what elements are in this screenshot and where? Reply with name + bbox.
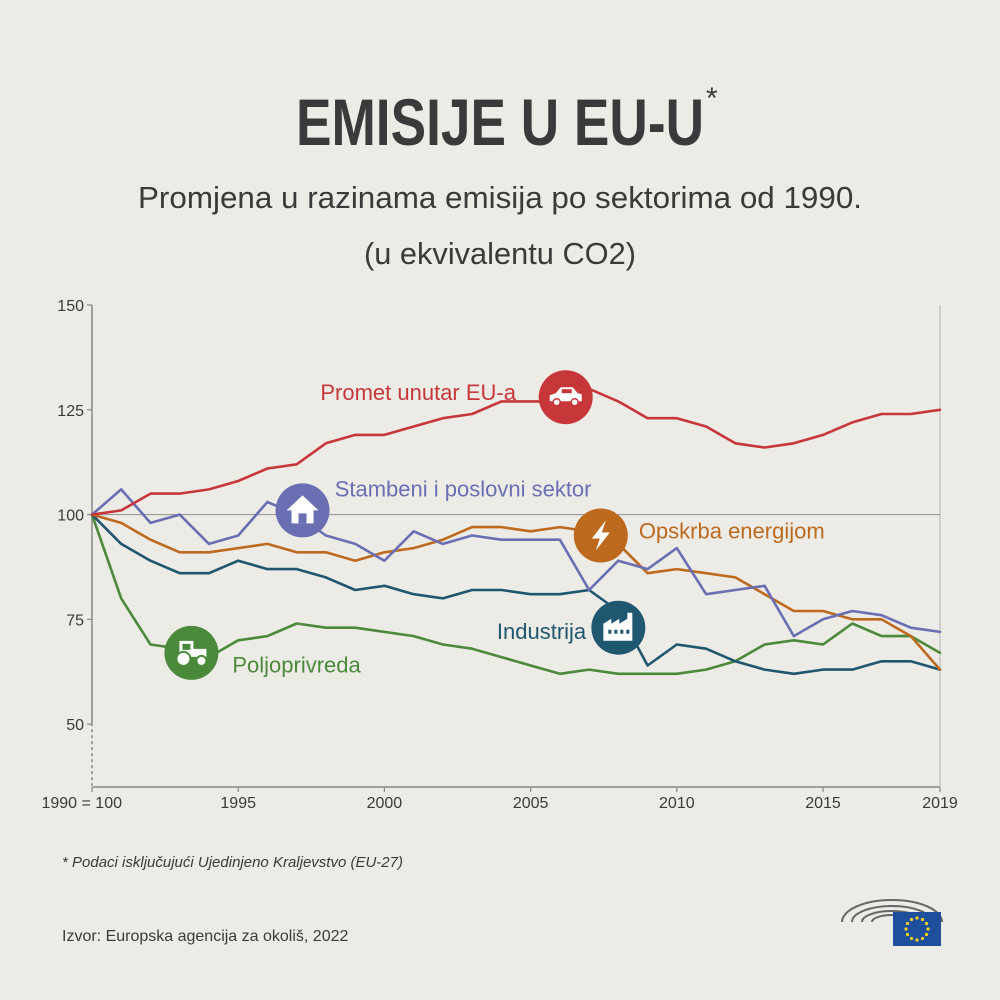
house-icon (286, 495, 319, 524)
tractor-icon (175, 640, 208, 667)
eu-star (920, 917, 925, 922)
series-label-lightning: Opskrba energijom (639, 518, 825, 543)
series-line-factory (90, 513, 942, 676)
house-shape (286, 495, 319, 524)
x-tick-label-start: 1990 = 100 (41, 795, 122, 812)
series-label-car: Promet unutar EU-a (320, 380, 516, 405)
tractor-wheel-large (175, 650, 192, 667)
series-line-car (90, 387, 942, 516)
y-tick-label: 150 (57, 298, 84, 315)
chart-subtitle-line2: (u ekvivalentu CO2) (364, 236, 636, 271)
series-label-group-lightning: Opskrba energijom (573, 508, 825, 563)
tractor-window (182, 643, 191, 650)
eu-star (904, 927, 908, 931)
eu-star (924, 932, 929, 937)
car-icon (549, 387, 582, 407)
chart-title-mark: * (706, 82, 718, 115)
x-tick-label: 2019 (922, 795, 958, 812)
eu-star (905, 932, 910, 937)
factory-window (626, 629, 630, 634)
series-label-factory: Industrija (497, 619, 587, 644)
axes (91, 305, 941, 788)
eu-star (926, 927, 930, 931)
x-axis-ticks: 1990 = 100 1995 2000 2005 2010 2015 2019 (41, 787, 958, 812)
eu-star (905, 921, 910, 926)
factory-window (620, 629, 624, 634)
x-tick-label: 2005 (513, 795, 549, 812)
series-lines (90, 387, 942, 676)
factory-window (608, 629, 612, 634)
y-tick-label: 75 (66, 612, 84, 629)
lightning-shape (591, 520, 610, 551)
car-wheel (570, 397, 579, 407)
y-tick-label: 125 (57, 403, 84, 420)
european-parliament-logo (841, 899, 943, 946)
series-label-group-house: Stambeni i poslovni sektor (275, 476, 592, 538)
car-window (561, 389, 572, 394)
series-label-group-tractor: Poljoprivreda (164, 625, 362, 680)
y-axis-ticks: 150 125 100 75 50 (57, 298, 940, 734)
series-line-house (90, 488, 942, 638)
series-label-group-factory: Industrija (497, 600, 646, 655)
series-label-house: Stambeni i poslovni sektor (335, 476, 592, 501)
eu-star (909, 936, 914, 941)
chart-title: EMISIJE U EU-U (296, 85, 704, 159)
eu-star (915, 938, 919, 942)
eu-stars-icon (904, 916, 930, 942)
series-label-group-car: Promet unutar EU-a (320, 370, 593, 425)
series-line-lightning (90, 513, 942, 671)
source-note: Izvor: Europska agencija za okoliš, 2022 (62, 928, 348, 945)
lightning-icon (591, 520, 610, 551)
x-tick-label: 2000 (367, 795, 403, 812)
eu-star (915, 916, 919, 920)
factory-icon (603, 612, 633, 641)
house-door (298, 513, 307, 524)
y-tick-label: 50 (66, 717, 84, 734)
factory-window (614, 629, 618, 634)
footnote: * Podaci isključujući Ujedinjeno Kraljev… (62, 854, 403, 871)
eu-star (909, 917, 914, 922)
y-tick-label: 100 (57, 508, 84, 525)
chart-subtitle-line1: Promjena u razinama emisija po sektorima… (138, 180, 862, 215)
car-body (549, 387, 582, 402)
tractor-wheel-small (195, 654, 208, 667)
eu-star (924, 921, 929, 926)
x-tick-label: 2010 (659, 795, 695, 812)
series-label-tractor: Poljoprivreda (232, 652, 361, 677)
x-tick-label: 1995 (220, 795, 256, 812)
series-line-tractor (90, 513, 942, 676)
car-wheel (552, 397, 561, 407)
eu-star (920, 936, 925, 941)
x-tick-label: 2015 (805, 795, 841, 812)
series-labels: Promet unutar EU-a Stambeni i poslovni se… (164, 370, 825, 680)
